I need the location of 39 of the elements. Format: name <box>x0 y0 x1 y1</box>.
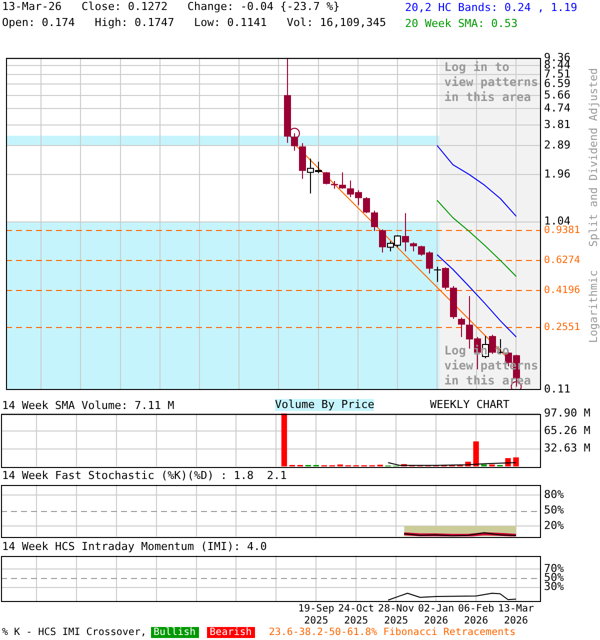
x-tick-label: 28-Nov 2025 <box>378 604 414 627</box>
ref-line-label: 0.2551 <box>544 322 580 334</box>
annotation: Log in to view patterns in this area <box>444 60 538 104</box>
y-tick-label: 0.11 <box>544 382 570 396</box>
chart-title: 14 Week HCS Intraday Momentum (IMI): 4.0 <box>2 540 267 553</box>
x-tick-label: 13-Mar 2026 <box>498 604 534 627</box>
chart-title: 14 Week Fast Stochastic (%K)(%D) : 1.8 2.1 <box>2 469 287 482</box>
y-tick-label: 20% <box>544 518 564 532</box>
x-tick-label: 19-Sep 2025 <box>298 604 334 627</box>
text: Logarithmic <box>586 270 600 343</box>
text: 23.6-38.2-50-61.8% Fibonacci Retracements <box>268 627 516 638</box>
x-tick-label: 24-Oct 2025 <box>338 604 374 627</box>
y-tick-label: 4.74 <box>544 102 571 115</box>
text: 20 Week SMA: 0.53 <box>405 16 519 32</box>
y-tick-label: 5.66 <box>544 88 570 102</box>
text: % K - HCS IMI Crossover, <box>2 627 146 638</box>
y-tick-label: 3.81 <box>544 118 570 131</box>
chart-title: 14 Week SMA Volume: 7.11 M <box>2 399 174 412</box>
x-tick-label: 06-Feb 2026 <box>458 604 494 627</box>
ref-line-label: 0.6274 <box>544 255 580 266</box>
y-tick-label: 97.90 M <box>544 406 591 420</box>
text: Bearish <box>206 627 255 638</box>
y-tick-label: 50% <box>544 503 564 516</box>
y-tick-label: 32.63 M <box>544 442 591 455</box>
text: 20,2 HC Bands: 0.24 , 1.19 <box>405 0 578 16</box>
text: WEEKLY CHART <box>430 398 510 411</box>
y-tick-label: 6.59 <box>544 77 570 90</box>
y-tick-label: 80% <box>544 488 564 501</box>
y-axis-title: Split and Dividend Adjusted <box>586 68 600 247</box>
y-tick-label: 65.26 M <box>544 424 591 438</box>
text: Bullish <box>150 627 199 638</box>
chart-title: 13-Mar-26 Close: 0.1272 Change: -0.04 {-23.7 %} <box>2 0 340 13</box>
x-tick-label: 02-Jan 2026 <box>418 604 454 627</box>
ref-line-label: 0.4196 <box>544 285 580 296</box>
y-tick-label: 2.89 <box>544 138 570 152</box>
y-tick-label: 1.96 <box>544 167 570 180</box>
text: Volume By Price <box>275 398 374 411</box>
ref-line-label: 0.9381 <box>544 225 580 236</box>
chart-subtitle: Open: 0.174 High: 0.1747 Low: 0.1141 Vol: 16,109,345 <box>2 16 386 29</box>
